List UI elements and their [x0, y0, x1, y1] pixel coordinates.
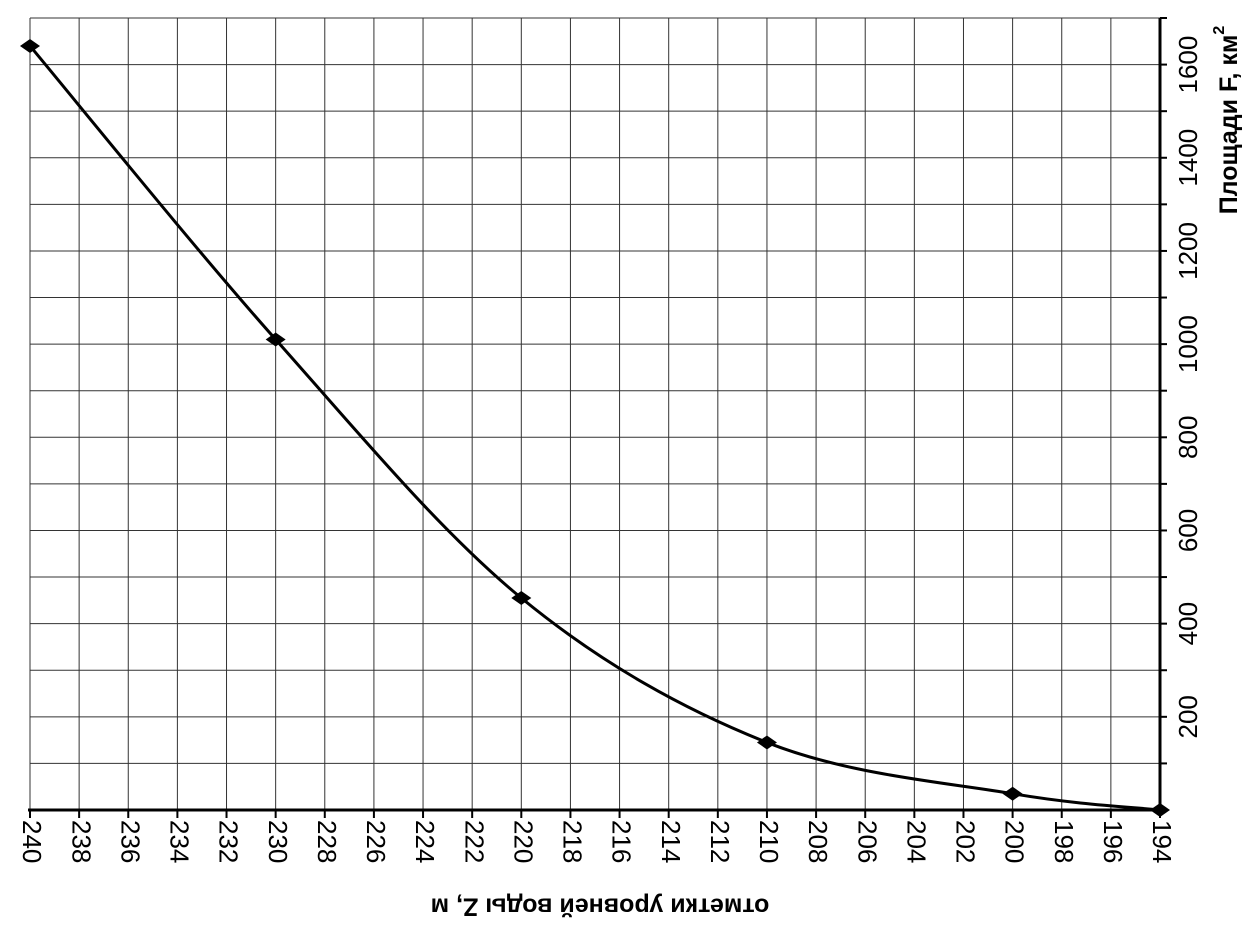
y-axis-title-superscript: 2 — [1211, 26, 1228, 35]
y-tick-label: 1600 — [1173, 36, 1203, 94]
data-point-marker — [265, 332, 286, 347]
y-axis-title-group: Площади F, км2 — [1211, 26, 1242, 215]
x-axis-title-group: отметки уровней воды Z, м — [431, 892, 770, 920]
x-tick-label: 194 — [1147, 820, 1177, 863]
x-tick-label: 234 — [165, 820, 195, 863]
x-tick-label: 202 — [951, 820, 981, 863]
data-point-marker — [1150, 803, 1170, 817]
x-tick-label: 196 — [1098, 820, 1128, 863]
x-tick-label: 208 — [803, 820, 833, 863]
data-point-marker — [756, 735, 777, 750]
x-tick-label: 238 — [66, 820, 96, 863]
x-tick-label: 230 — [263, 820, 293, 863]
x-tick-label: 204 — [901, 820, 931, 863]
x-tick-label: 228 — [312, 820, 342, 863]
x-tick-label: 232 — [214, 820, 244, 863]
x-tick-label: 222 — [459, 820, 489, 863]
x-tick-label: 216 — [607, 820, 637, 863]
y-tick-label: 1200 — [1173, 222, 1203, 280]
y-tick-label: 600 — [1173, 509, 1203, 552]
x-tick-label: 220 — [508, 820, 538, 863]
series-line — [28, 44, 1161, 812]
y-tick-label: 800 — [1173, 416, 1203, 459]
grid-lines — [29, 17, 1161, 810]
x-tick-label: 226 — [361, 820, 391, 863]
x-tick-label: 206 — [852, 820, 882, 863]
data-point-marker — [1002, 786, 1023, 801]
x-tick-label: 200 — [1000, 820, 1030, 863]
y-tick-label: 1000 — [1173, 315, 1203, 373]
x-tick-label: 236 — [115, 820, 145, 863]
x-tick-label: 210 — [754, 820, 784, 863]
y-axis-title: Площади F, км2 — [1211, 26, 1242, 215]
x-axis-title: отметки уровней воды Z, м — [431, 892, 770, 920]
axes — [28, 17, 1167, 818]
data-point-marker — [511, 591, 532, 606]
data-point-marker — [20, 38, 40, 53]
x-tick-label: 224 — [410, 820, 440, 863]
x-tick-label: 212 — [705, 820, 735, 863]
y-axis-title-text: Площади F, км — [1215, 35, 1243, 215]
y-tick-label: 1400 — [1173, 129, 1203, 187]
y-tick-label: 400 — [1173, 602, 1203, 645]
x-tick-label: 214 — [656, 820, 686, 863]
y-tick-label: 200 — [1173, 695, 1203, 738]
tick-labels: 240 238 236 234 232 230 228 226 224 222 220 218 216 2… — [17, 36, 1203, 864]
data-series — [20, 38, 1170, 817]
x-tick-label: 198 — [1049, 820, 1079, 863]
x-tick-label: 218 — [558, 820, 588, 863]
x-tick-label: 240 — [17, 820, 47, 863]
